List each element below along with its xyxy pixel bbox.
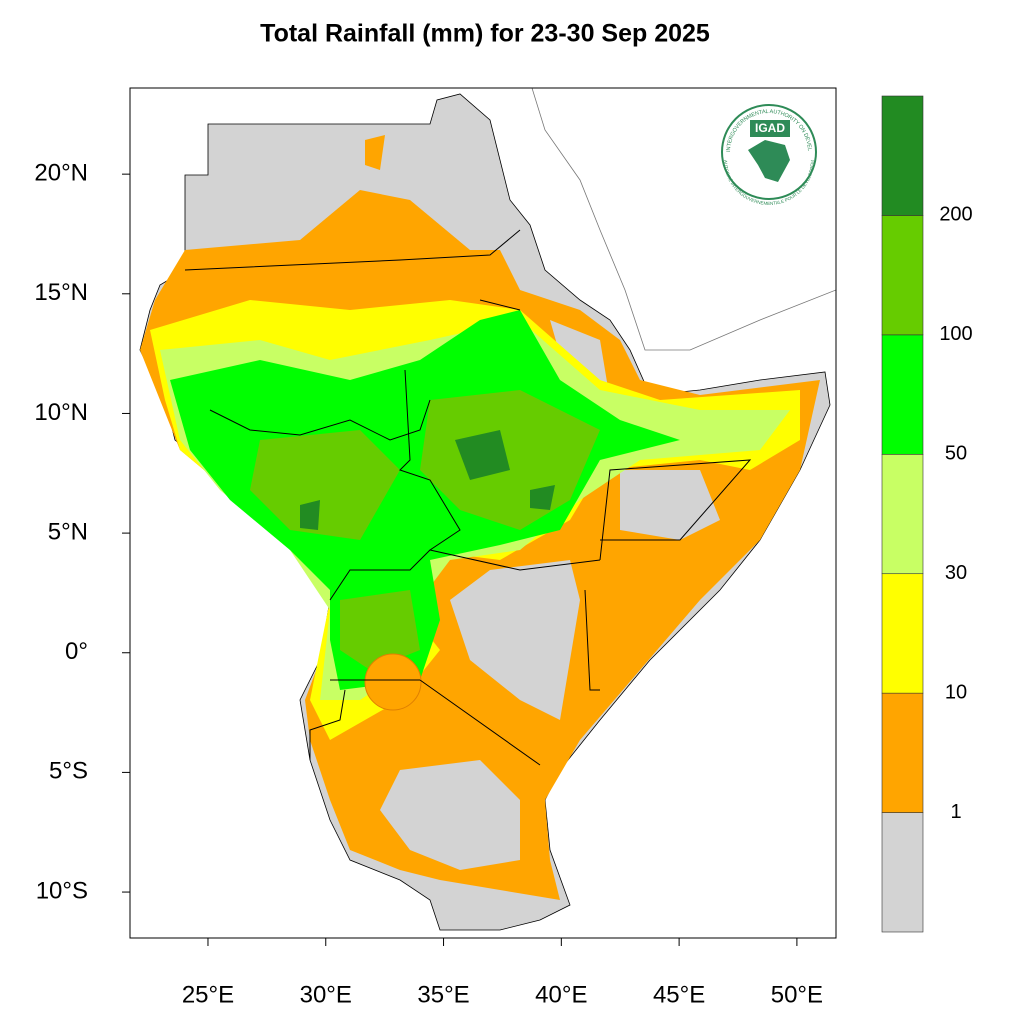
x-tick-label: 35°E (417, 981, 469, 1008)
y-tick-label: 10°N (34, 399, 88, 426)
plot-frame (129, 87, 837, 939)
colorbar: 1 10 30 50 100 200 (881, 95, 973, 933)
y-tick-label: 5°S (49, 758, 88, 785)
y-tick-label: 5°N (48, 518, 88, 545)
colorbar-box (881, 573, 924, 694)
colorbar-label: 30 (945, 562, 967, 584)
rain-gray-patches (380, 320, 720, 870)
logo-africa (748, 140, 790, 182)
axes: 25°E 30°E 35°E 40°E 45°E 50°E 20°N 15°N 10°N 5°N 0… (34, 159, 823, 1008)
title: Total Rainfall (mm) for 23-30 Sep 2025 (260, 20, 710, 48)
colorbar-box (881, 95, 924, 216)
x-tick-label: 25°E (182, 981, 234, 1008)
y-tick-label: 10°S (36, 877, 88, 904)
colorbar-box (881, 692, 924, 813)
colorbar-label: 50 (945, 443, 967, 465)
lake-victoria (364, 653, 422, 711)
rain-green (170, 310, 680, 690)
x-tick-label: 45°E (653, 981, 705, 1008)
colorbar-box (881, 334, 924, 455)
colorbar-label: 1 (950, 801, 961, 823)
colorbar-label: 10 (945, 681, 967, 703)
rain-darkgreen (250, 390, 600, 670)
x-tick-label: 50°E (771, 981, 823, 1008)
y-tick-label: 0° (65, 638, 88, 665)
colorbar-label: 100 (939, 323, 972, 345)
logo-badge (750, 120, 790, 137)
x-tick-label: 30°E (300, 981, 352, 1008)
colorbar-box (881, 812, 924, 933)
y-tick-label: 15°N (34, 279, 88, 306)
rain-forest (300, 430, 555, 530)
colorbar-box (881, 215, 924, 336)
x-tick-label: 40°E (535, 981, 587, 1008)
y-tick-label: 20°N (34, 159, 88, 186)
colorbar-label: 200 (939, 204, 972, 226)
arabia-coast (531, 88, 836, 351)
logo-name: IGAD (755, 121, 785, 135)
borders (184, 229, 752, 766)
map (139, 88, 836, 931)
colorbar-box (881, 453, 924, 575)
